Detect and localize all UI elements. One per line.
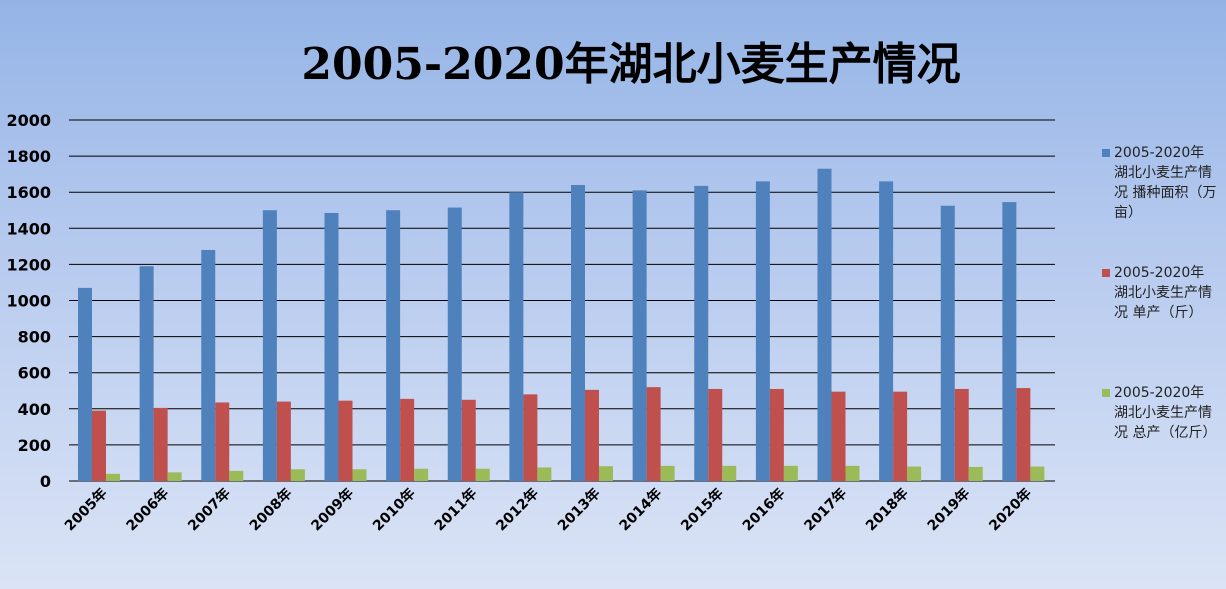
- bar-yield: [523, 394, 538, 481]
- bar-area: [571, 184, 585, 482]
- x-tick-label: 2006年: [123, 485, 172, 534]
- x-tick-label: 2018年: [862, 485, 911, 534]
- bar-area: [201, 249, 216, 481]
- bar-total: [1030, 466, 1045, 481]
- bar-yield: [338, 400, 353, 481]
- y-tick-label: 800: [18, 328, 51, 347]
- bar-total: [106, 473, 120, 481]
- y-tick-label: 1400: [6, 219, 51, 238]
- bar-total: [229, 470, 244, 481]
- bar-area: [755, 181, 770, 481]
- x-tick-label: 2016年: [739, 485, 788, 534]
- y-tick-label: 2000: [6, 111, 51, 130]
- bar-yield: [215, 402, 230, 481]
- x-tick-label: 2015年: [677, 485, 726, 534]
- bar-total: [907, 466, 922, 481]
- bar-total: [968, 466, 983, 481]
- legend-swatch-area: [1102, 149, 1110, 157]
- x-tick-label: 2019年: [924, 485, 973, 534]
- bar-area: [940, 205, 955, 482]
- bar-total: [290, 469, 305, 481]
- bar-yield: [646, 387, 661, 481]
- bar-yield: [708, 388, 723, 481]
- legend-label-total: 2005-2020年湖北小麦生产情况 总产（亿斤）: [1114, 385, 1217, 441]
- legend-label-yield: 2005-2020年湖北小麦生产情况 单产（斤）: [1114, 265, 1212, 321]
- bar-area: [879, 181, 894, 481]
- x-tick-label: 2014年: [616, 485, 665, 534]
- bar-yield: [585, 389, 599, 481]
- y-tick-label: 400: [18, 400, 51, 419]
- bar-total: [783, 465, 798, 481]
- bar-area: [262, 210, 277, 481]
- y-tick-label: 1000: [6, 292, 51, 311]
- bar-area: [78, 287, 92, 481]
- y-tick-label: 600: [18, 364, 51, 383]
- bar-area: [139, 266, 154, 481]
- bar-total: [599, 466, 613, 481]
- bar-yield: [92, 410, 106, 481]
- chart-title: 2005-2020年湖北小麦生产情况: [301, 39, 961, 90]
- y-tick-label: 0: [40, 472, 51, 491]
- bar-yield: [461, 399, 476, 481]
- bar-yield: [769, 388, 784, 481]
- bar-total: [722, 465, 737, 481]
- bar-area: [509, 192, 524, 481]
- bar-area: [386, 210, 401, 481]
- legend-swatch-total: [1102, 389, 1110, 397]
- x-tick-label: 2007年: [184, 485, 233, 534]
- bar-yield: [153, 407, 168, 481]
- bar-area: [324, 212, 339, 481]
- x-tick-label: 2008年: [246, 485, 295, 534]
- legend-swatch-yield: [1102, 269, 1110, 277]
- bar-total: [537, 467, 552, 481]
- x-tick-label: 2009年: [308, 485, 357, 534]
- bar-area: [694, 185, 709, 481]
- x-tick-label: 2013年: [554, 485, 603, 534]
- x-tick-label: 2005年: [61, 485, 110, 534]
- y-tick-label: 1200: [6, 255, 51, 274]
- bar-area: [632, 190, 647, 481]
- bar-yield: [831, 391, 846, 481]
- x-tick-label: 2017年: [801, 485, 850, 534]
- y-tick-label: 200: [18, 436, 51, 455]
- bar-area: [817, 168, 832, 482]
- bar-yield: [954, 388, 969, 481]
- bar-total: [845, 465, 860, 481]
- bar-area: [447, 207, 462, 482]
- legend-item-area: 2005-2020年湖北小麦生产情况 播种面积（万亩）: [1102, 143, 1217, 223]
- x-tick-label: 2012年: [493, 485, 542, 534]
- legend-item-total: 2005-2020年湖北小麦生产情况 总产（亿斤）: [1102, 383, 1217, 443]
- bar-yield: [276, 401, 291, 481]
- bar-total: [352, 469, 367, 481]
- bar-area: [1002, 202, 1017, 481]
- bar-total: [475, 468, 490, 481]
- bar-yield: [893, 391, 908, 481]
- y-tick-label: 1600: [6, 183, 51, 202]
- y-tick-label: 1800: [6, 147, 51, 166]
- legend-item-yield: 2005-2020年湖北小麦生产情况 单产（斤）: [1102, 263, 1217, 323]
- legend-label-area: 2005-2020年湖北小麦生产情况 播种面积（万亩）: [1114, 145, 1217, 221]
- bar-total: [414, 468, 429, 481]
- x-tick-label: 2020年: [986, 485, 1035, 534]
- bar-total: [167, 472, 182, 481]
- bar-yield: [400, 398, 415, 481]
- bar-total: [660, 465, 675, 481]
- x-tick-label: 2010年: [369, 485, 418, 534]
- bar-yield: [1016, 388, 1031, 481]
- x-tick-label: 2011年: [431, 485, 480, 534]
